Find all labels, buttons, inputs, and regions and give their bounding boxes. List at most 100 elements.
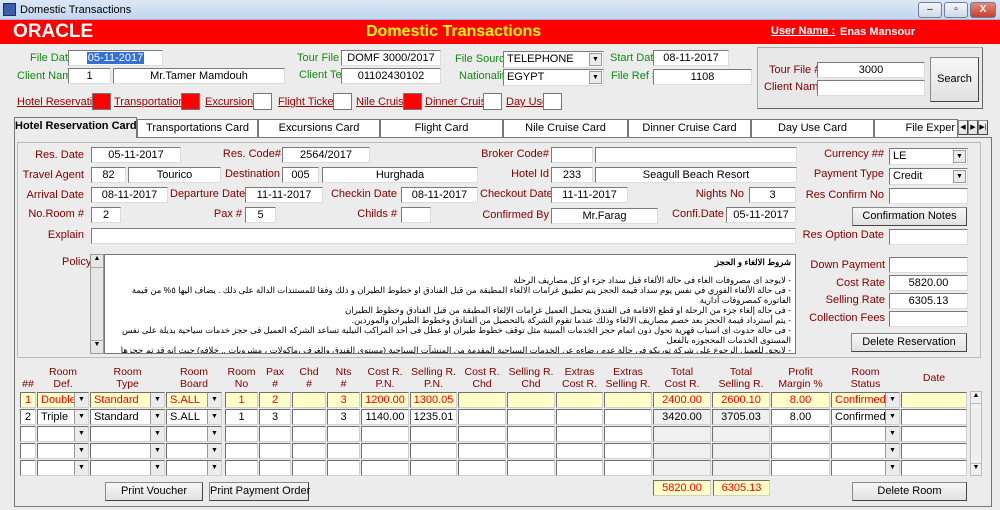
cell-cost-rate-chd[interactable] (458, 460, 506, 476)
cell-total-cost[interactable] (653, 426, 711, 442)
tab-day-use-card[interactable]: Day Use Card (751, 119, 874, 137)
cell-cost-rate-pn[interactable] (361, 426, 409, 442)
chevron-down-icon[interactable]: ▼ (150, 427, 164, 441)
cell-selling-rate-chd[interactable] (507, 460, 555, 476)
cell-room-no[interactable] (225, 460, 258, 476)
cell-cost-rate-pn[interactable] (361, 460, 409, 476)
cell-cost-rate-chd[interactable] (458, 409, 506, 425)
cell-room-type[interactable]: ▼ (90, 460, 165, 476)
chevron-down-icon[interactable]: ▼ (885, 427, 899, 441)
cell-pax[interactable] (259, 426, 291, 442)
cell-date[interactable] (901, 409, 967, 425)
cell-room-no[interactable]: 1 (225, 409, 258, 425)
policy-scrollbar[interactable]: ▲ ▼ (90, 254, 104, 354)
print-voucher-button[interactable]: Print Voucher (105, 482, 203, 501)
cell-extras-cost[interactable] (556, 443, 603, 459)
tab-scroll-right-icon[interactable]: ▶ (968, 120, 978, 135)
link-dinner-cruise[interactable]: Dinner Cruise (425, 96, 493, 108)
cell-extras-cost[interactable] (556, 409, 603, 425)
cell-cost-rate-chd[interactable] (458, 443, 506, 459)
cell-total-cost[interactable]: 2400.00 (653, 392, 711, 408)
cell-room-board[interactable]: S.ALL ▼ (166, 409, 222, 425)
destination-id-input[interactable]: 005 (282, 167, 319, 183)
cell-room-type[interactable]: Standard ▼ (90, 392, 165, 408)
confirmation-notes-button[interactable]: Confirmation Notes (852, 207, 967, 226)
print-payment-order-button[interactable]: Print Payment Order (209, 482, 310, 501)
cell-room-no[interactable] (225, 443, 258, 459)
tab-transportations-card[interactable]: Transportations Card (137, 119, 258, 137)
destination-name-input[interactable]: Hurghada (322, 167, 478, 183)
scroll-up-icon[interactable]: ▲ (971, 392, 981, 404)
chevron-down-icon[interactable]: ▼ (74, 393, 88, 407)
res-code-input[interactable]: 2564/2017 (282, 147, 370, 163)
cell-room-type[interactable]: Standard ▼ (90, 409, 165, 425)
confirmed-by-input[interactable]: Mr.Farag (551, 208, 658, 224)
cell-total-selling[interactable]: 2600.10 (712, 392, 770, 408)
cell-total-cost[interactable] (653, 443, 711, 459)
cell-extras-selling[interactable] (604, 392, 652, 408)
cell-total-selling[interactable] (712, 460, 770, 476)
cell-chd[interactable] (292, 409, 326, 425)
file-date-input[interactable]: 05-11-2017 (68, 50, 163, 66)
column-header-selling-rate-pn[interactable]: Selling R. P.N. (411, 366, 456, 390)
cell-total-selling[interactable]: 3705.03 (712, 409, 770, 425)
cell-total-selling[interactable] (712, 443, 770, 459)
cell-pax[interactable]: 2 (259, 392, 291, 408)
chevron-down-icon[interactable]: ▼ (150, 410, 164, 424)
dinner-cruise-checkbox[interactable] (483, 93, 502, 110)
cell-selling-rate-chd[interactable] (507, 426, 555, 442)
cell-room-board[interactable]: ▼ (166, 460, 222, 476)
cell-room-def[interactable]: ▼ (37, 460, 89, 476)
column-header-room-type[interactable]: Room Type (113, 366, 142, 390)
link-transportations[interactable]: Transportations (114, 96, 191, 108)
chevron-down-icon[interactable]: ▼ (207, 461, 221, 475)
cell-cost-rate-pn[interactable] (361, 443, 409, 459)
excursions-checkbox[interactable] (253, 93, 272, 110)
hotel-id-input[interactable]: 233 (551, 167, 593, 183)
cell-total-cost[interactable]: 3420.00 (653, 409, 711, 425)
tab-excursions-card[interactable]: Excursions Card (258, 119, 380, 137)
agent-name-input[interactable]: Tourico (128, 167, 221, 183)
cell-extras-cost[interactable] (556, 392, 603, 408)
cell-room-board[interactable]: S.ALL ▼ (166, 392, 222, 408)
cell-room-def[interactable]: Triple ▼ (37, 409, 89, 425)
cell-selling-rate-pn[interactable]: 1235.01 (410, 409, 457, 425)
agent-id-input[interactable]: 82 (91, 167, 126, 183)
delete-reservation-button[interactable]: Delete Reservation (851, 333, 967, 352)
search-tour-file-input[interactable]: 3000 (817, 62, 925, 78)
column-header-row-number[interactable]: ## (22, 378, 34, 390)
close-button[interactable]: X (970, 2, 996, 18)
cell-room-status[interactable]: Confirmed ▼ (831, 392, 900, 408)
confi-date-input[interactable]: 05-11-2017 (726, 207, 796, 223)
res-date-input[interactable]: 05-11-2017 (91, 147, 181, 163)
column-header-date[interactable]: Date (922, 372, 946, 384)
client-id-input[interactable]: 1 (68, 68, 111, 84)
chevron-down-icon[interactable]: ▼ (74, 427, 88, 441)
column-header-profit-margin[interactable]: Profit Margin % (778, 366, 823, 390)
cell-selling-rate-pn[interactable]: 1300.05 (410, 392, 457, 408)
cell-nts[interactable] (327, 426, 360, 442)
column-header-selling-rate-chd[interactable]: Selling R. Chd (508, 366, 554, 390)
cell-room-type[interactable]: ▼ (90, 426, 165, 442)
column-header-pax[interactable]: Pax # (265, 366, 285, 390)
broker-code-input[interactable] (551, 147, 593, 163)
cell-selling-rate-pn[interactable] (410, 443, 457, 459)
arrival-date-input[interactable]: 08-11-2017 (91, 187, 168, 203)
transportations-checkbox[interactable] (181, 93, 200, 110)
cell-chd[interactable] (292, 443, 326, 459)
nationality-select[interactable]: EGYPT ▼ (503, 69, 604, 86)
cell-chd[interactable] (292, 460, 326, 476)
chevron-down-icon[interactable]: ▼ (150, 444, 164, 458)
cell-selling-rate-chd[interactable] (507, 409, 555, 425)
broker-name-input[interactable] (595, 147, 797, 163)
client-tel-input[interactable]: 01102430102 (341, 68, 441, 84)
file-source-select[interactable]: TELEPHONE ▼ (503, 51, 604, 68)
column-header-cost-rate-chd[interactable]: Cost R. Chd (464, 366, 500, 390)
departure-date-input[interactable]: 11-11-2017 (245, 187, 323, 203)
cell-room-def[interactable]: ▼ (37, 426, 89, 442)
cell-selling-rate-pn[interactable] (410, 426, 457, 442)
column-header-extras-cost[interactable]: Extras Cost R. (561, 366, 597, 390)
chevron-down-icon[interactable]: ▼ (885, 461, 899, 475)
column-header-total-selling[interactable]: Total Selling R. (718, 366, 764, 390)
currency-select[interactable]: LE ▼ (889, 148, 968, 165)
